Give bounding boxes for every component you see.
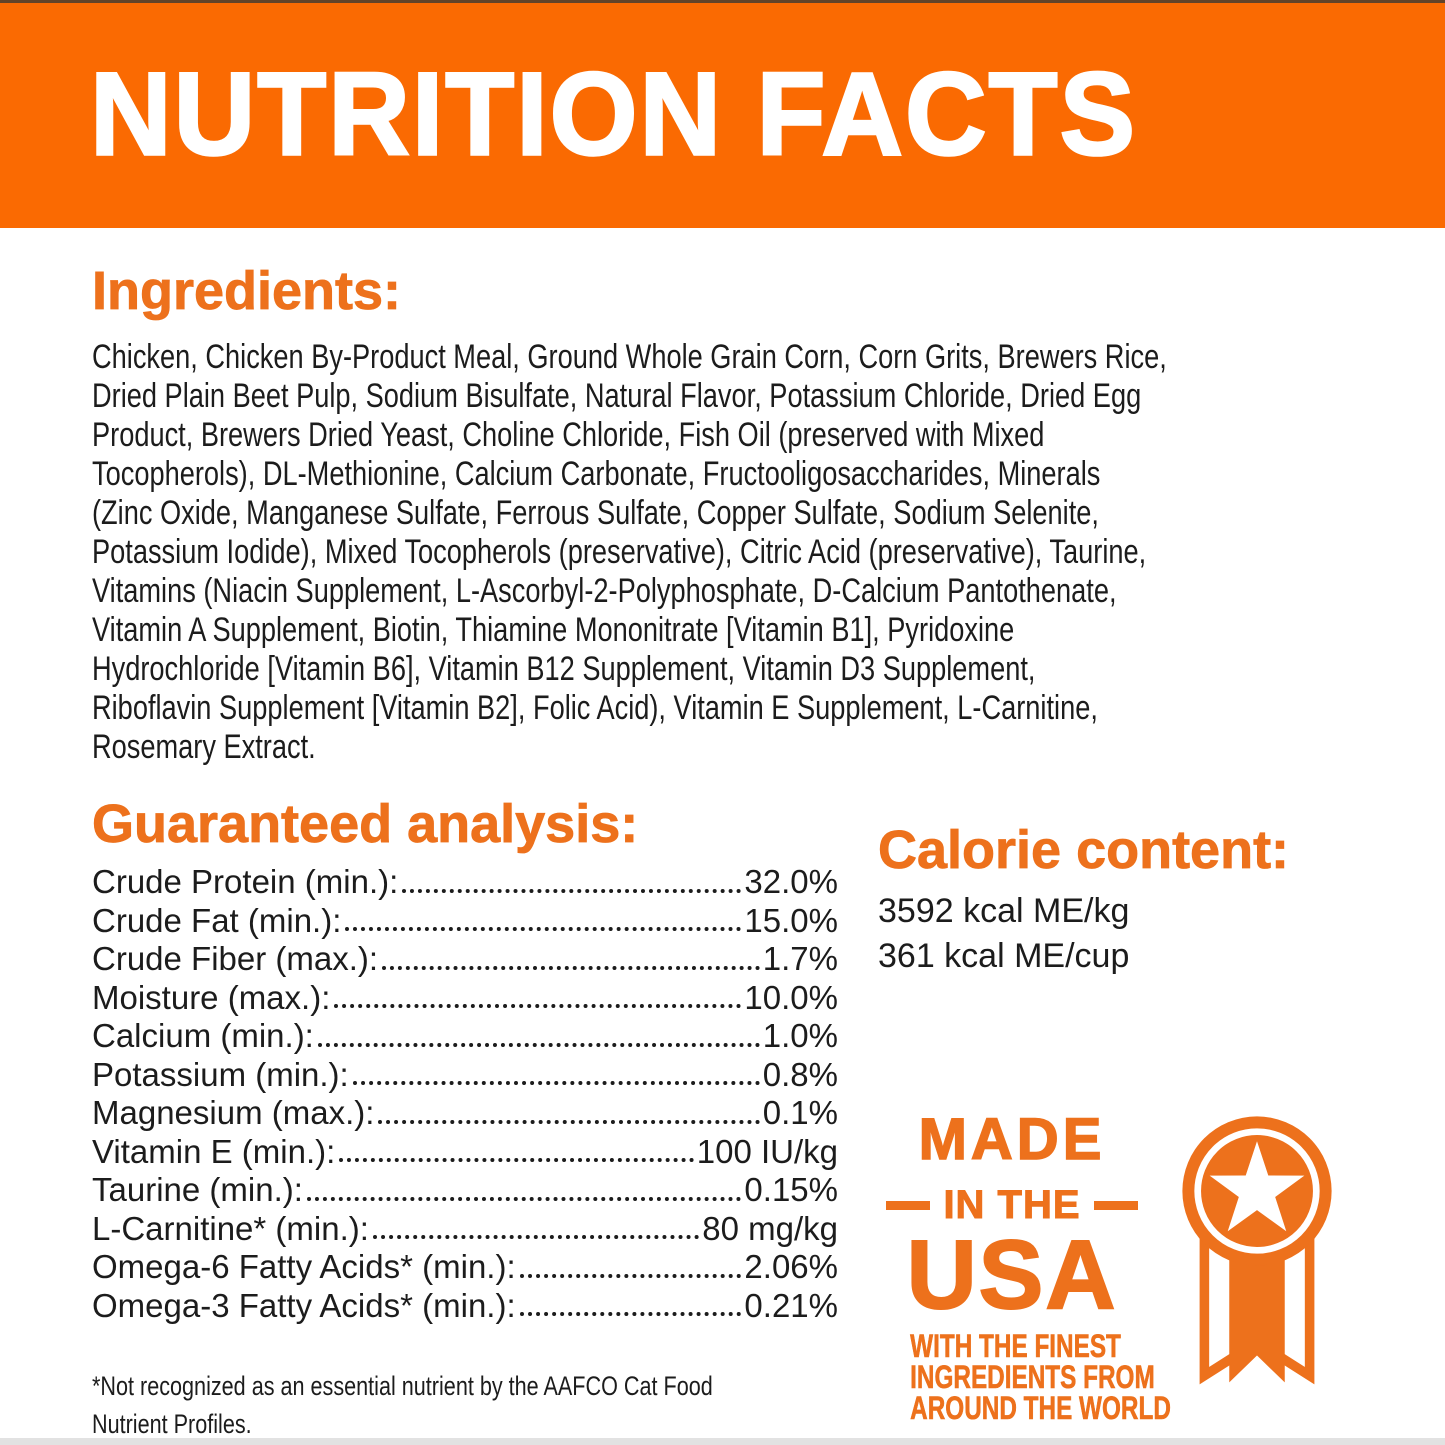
ingredients-line: (Zinc Oxide, Manganese Sulfate, Ferrous …	[92, 494, 1099, 533]
analysis-value: 10.0%	[744, 978, 838, 1016]
analysis-label: Omega-6 Fatty Acids* (min.):	[92, 1248, 516, 1286]
dotted-leader	[519, 1312, 742, 1317]
made-in-usa-text: MADE IN THE USA WITH THE FINEST INGREDIE…	[878, 1107, 1171, 1427]
calorie-line: 361 kcal ME/cup	[878, 937, 1130, 976]
tagline-line: AROUND THE WORLD	[910, 1390, 1171, 1427]
aafco-footnote: *Not recognized as an essential nutrient…	[92, 1367, 1353, 1443]
analysis-value: 0.15%	[744, 1171, 838, 1209]
calorie-lines: 3592 kcal ME/kg 361 kcal ME/cup	[878, 889, 1353, 979]
analysis-row: Omega-6 Fatty Acids* (min.): 2.06%	[92, 1248, 838, 1287]
analysis-value: 15.0%	[744, 901, 838, 939]
page-title: NUTRITION FACTS	[89, 47, 1137, 181]
analysis-label: Omega-3 Fatty Acids* (min.):	[92, 1286, 516, 1324]
ingredients-text: Chicken, Chicken By-Product Meal, Ground…	[92, 338, 1353, 767]
dotted-leader	[372, 1235, 700, 1240]
calorie-line: 3592 kcal ME/kg	[878, 892, 1130, 931]
ingredients-line: Dried Plain Beet Pulp, Sodium Bisulfate,…	[92, 377, 1142, 416]
analysis-label: L-Carnitine* (min.):	[92, 1209, 369, 1247]
in-the-label: IN THE	[943, 1183, 1081, 1228]
dotted-leader	[334, 1004, 742, 1009]
analysis-value: 1.7%	[762, 940, 838, 978]
dotted-leader	[352, 1081, 760, 1086]
analysis-value: 0.21%	[744, 1286, 838, 1324]
analysis-label: Crude Fiber (max.):	[92, 940, 379, 978]
analysis-row: Omega-3 Fatty Acids* (min.): 0.21%	[92, 1287, 838, 1326]
made-label: MADE	[918, 1107, 1106, 1173]
analysis-row: Moisture (max.): 10.0%	[92, 979, 838, 1018]
analysis-label: Crude Protein (min.):	[92, 863, 399, 901]
analysis-row: Crude Fat (min.): 15.0%	[92, 902, 838, 941]
dotted-leader	[339, 1158, 694, 1163]
analysis-label: Calcium (min.):	[92, 1017, 314, 1055]
analysis-value: 32.0%	[744, 863, 838, 901]
analysis-label: Potassium (min.):	[92, 1055, 349, 1093]
label-content: Ingredients: Chicken, Chicken By-Product…	[0, 260, 1445, 1443]
analysis-value: 80 mg/kg	[702, 1209, 838, 1247]
ingredients-line: Tocopherols), DL-Methionine, Calcium Car…	[92, 455, 1101, 494]
analysis-label: Vitamin E (min.):	[92, 1132, 336, 1170]
made-in-usa-badge: MADE IN THE USA WITH THE FINEST INGREDIE…	[878, 1107, 1353, 1427]
ingredients-line: Chicken, Chicken By-Product Meal, Ground…	[92, 338, 1167, 377]
dotted-leader	[519, 1273, 742, 1278]
dash-icon	[886, 1201, 931, 1211]
guaranteed-analysis-table: Crude Protein (min.): 32.0% Crude Fat (m…	[92, 863, 838, 1325]
analysis-label: Taurine (min.):	[92, 1171, 303, 1209]
dotted-leader	[402, 888, 742, 893]
award-ribbon-star-icon	[1182, 1116, 1332, 1385]
dotted-leader	[382, 965, 760, 970]
analysis-label: Crude Fat (min.):	[92, 901, 342, 939]
ingredients-section: Ingredients: Chicken, Chicken By-Product…	[92, 260, 1353, 767]
analysis-label: Moisture (max.):	[92, 978, 331, 1016]
ingredients-line: Riboflavin Supplement [Vitamin B2], Foli…	[92, 689, 1098, 728]
dotted-leader	[317, 1042, 760, 1047]
right-column: Calorie content: 3592 kcal ME/kg 361 kca…	[878, 793, 1353, 1427]
analysis-row: Calcium (min.): 1.0%	[92, 1017, 838, 1056]
guaranteed-analysis-section: Guaranteed analysis: Crude Protein (min.…	[92, 793, 838, 1325]
analysis-row: Vitamin E (min.): 100 IU/kg	[92, 1133, 838, 1172]
ingredients-line: Potassium Iodide), Mixed Tocopherols (pr…	[92, 533, 1147, 572]
calorie-content-section: Calorie content: 3592 kcal ME/kg 361 kca…	[878, 819, 1353, 979]
top-edge-divider	[0, 0, 1445, 3]
analysis-row: L-Carnitine* (min.): 80 mg/kg	[92, 1210, 838, 1249]
usa-label: USA	[906, 1220, 1118, 1330]
analysis-row: Taurine (min.): 0.15%	[92, 1171, 838, 1210]
guaranteed-analysis-heading: Guaranteed analysis:	[92, 794, 639, 855]
analysis-row: Crude Fiber (max.): 1.7%	[92, 940, 838, 979]
tagline-line: WITH THE FINEST	[910, 1328, 1121, 1365]
dotted-leader	[345, 927, 742, 932]
nutrition-facts-banner: NUTRITION FACTS	[0, 0, 1445, 228]
analysis-value: 1.0%	[762, 1017, 838, 1055]
analysis-value: 0.8%	[762, 1055, 838, 1093]
footnote-line: Nutrient Profiles.	[92, 1409, 252, 1440]
ingredients-line: Vitamins (Niacin Supplement, L-Ascorbyl-…	[92, 572, 1117, 611]
ingredients-line: Rosemary Extract.	[92, 728, 316, 767]
dash-icon	[1093, 1201, 1138, 1211]
analysis-value: 2.06%	[744, 1248, 838, 1286]
analysis-and-calorie-columns: Guaranteed analysis: Crude Protein (min.…	[92, 793, 1353, 1425]
ingredients-heading: Ingredients:	[92, 261, 402, 322]
finest-ingredients-tagline: WITH THE FINEST INGREDIENTS FROM AROUND …	[878, 1328, 1171, 1427]
footnote-line: *Not recognized as an essential nutrient…	[92, 1371, 713, 1402]
analysis-value: 0.1%	[762, 1094, 838, 1132]
analysis-row: Magnesium (max.): 0.1%	[92, 1094, 838, 1133]
dotted-leader	[378, 1119, 760, 1124]
analysis-label: Magnesium (max.):	[92, 1094, 375, 1132]
in-the-row: IN THE	[878, 1183, 1146, 1228]
tagline-line: INGREDIENTS FROM	[910, 1359, 1155, 1396]
analysis-row: Crude Protein (min.): 32.0%	[92, 863, 838, 902]
ingredients-line: Vitamin A Supplement, Biotin, Thiamine M…	[92, 611, 1015, 650]
bottom-edge-divider	[0, 1438, 1445, 1445]
dotted-leader	[306, 1196, 742, 1201]
ingredients-line: Product, Brewers Dried Yeast, Choline Ch…	[92, 416, 1045, 455]
calorie-content-heading: Calorie content:	[878, 820, 1290, 881]
analysis-value: 100 IU/kg	[696, 1132, 838, 1170]
ingredients-line: Hydrochloride [Vitamin B6], Vitamin B12 …	[92, 650, 1036, 689]
analysis-row: Potassium (min.): 0.8%	[92, 1056, 838, 1095]
